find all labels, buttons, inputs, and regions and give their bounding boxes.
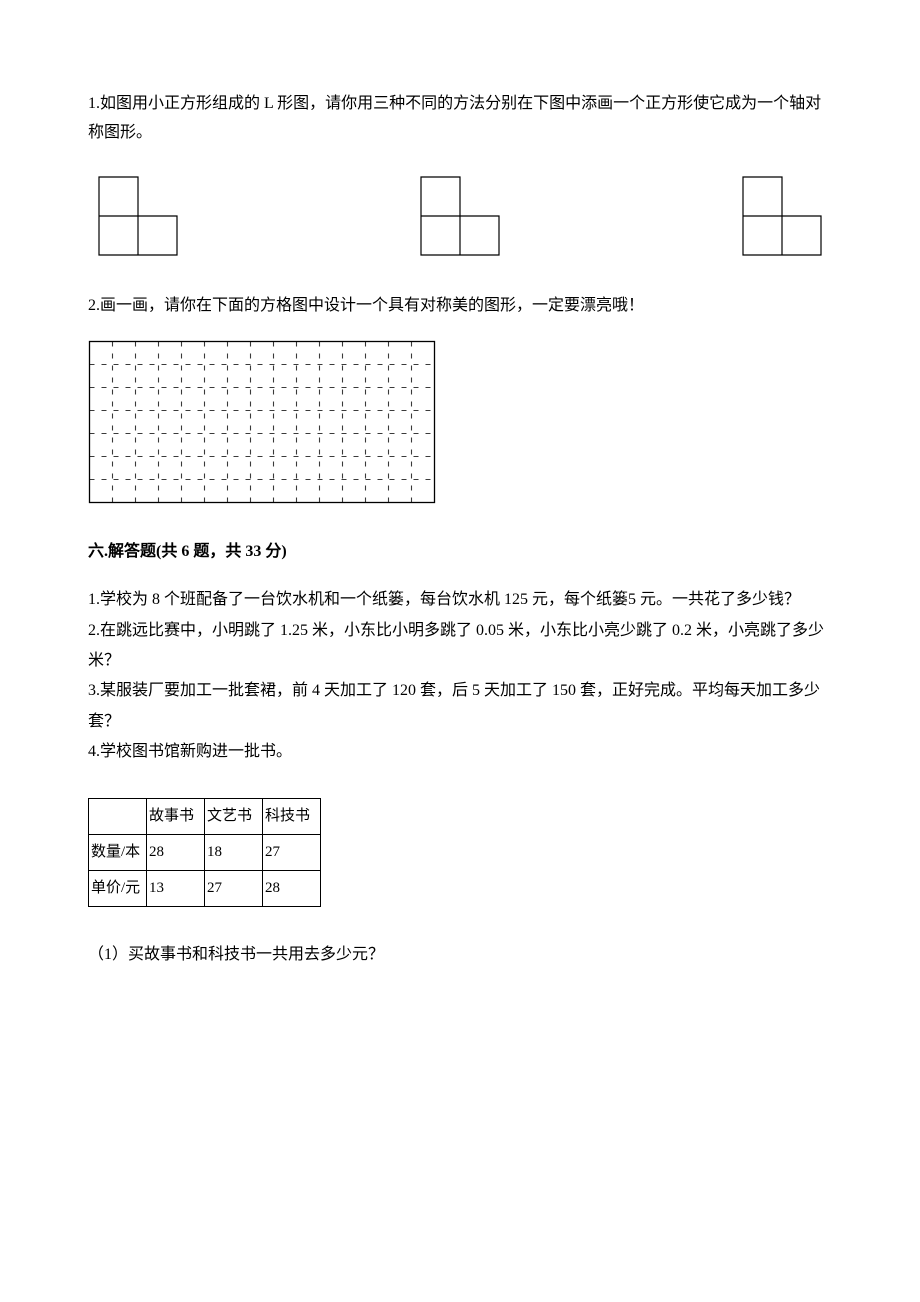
table-cell: 28 <box>263 870 321 906</box>
question-2-text: 2.画一画，请你在下面的方格图中设计一个具有对称美的图形，一定要漂亮哦！ <box>88 292 832 321</box>
problem-4: 4.学校图书馆新购进一批书。 <box>88 737 832 767</box>
sub-question-1: （1）买故事书和科技书一共用去多少元？ <box>88 941 832 970</box>
section-6-heading: 六.解答题(共 6 题，共 33 分) <box>88 538 832 567</box>
l-shape-1 <box>98 176 178 256</box>
problem-2: 2.在跳远比赛中，小明跳了 1.25 米，小东比小明多跳了 0.05 米，小东比… <box>88 616 832 677</box>
table-cell: 27 <box>263 834 321 870</box>
table-row: 单价/元 13 27 28 <box>89 870 321 906</box>
table-header-empty <box>89 798 147 834</box>
table-header: 科技书 <box>263 798 321 834</box>
table-cell: 27 <box>205 870 263 906</box>
table-row-label: 数量/本 <box>89 834 147 870</box>
l-shape-3 <box>742 176 822 256</box>
problem-1: 1.学校为 8 个班配备了一台饮水机和一个纸篓，每台饮水机 125 元，每个纸篓… <box>88 585 832 615</box>
word-problems: 1.学校为 8 个班配备了一台饮水机和一个纸篓，每台饮水机 125 元，每个纸篓… <box>88 585 832 767</box>
book-table: 故事书 文艺书 科技书 数量/本 28 18 27 单价/元 13 27 28 <box>88 798 321 907</box>
table-row: 故事书 文艺书 科技书 <box>89 798 321 834</box>
table-header: 故事书 <box>147 798 205 834</box>
table-header: 文艺书 <box>205 798 263 834</box>
table-row-label: 单价/元 <box>89 870 147 906</box>
problem-3: 3.某服装厂要加工一批套裙，前 4 天加工了 120 套，后 5 天加工了 15… <box>88 676 832 737</box>
table-row: 数量/本 28 18 27 <box>89 834 321 870</box>
table-cell: 28 <box>147 834 205 870</box>
dashed-grid-container <box>88 340 832 504</box>
table-cell: 13 <box>147 870 205 906</box>
l-shape-2 <box>420 176 500 256</box>
dashed-grid <box>88 340 832 504</box>
question-1-text: 1.如图用小正方形组成的 L 形图，请你用三种不同的方法分别在下图中添画一个正方… <box>88 90 832 148</box>
table-cell: 18 <box>205 834 263 870</box>
l-shapes-row <box>88 176 832 256</box>
